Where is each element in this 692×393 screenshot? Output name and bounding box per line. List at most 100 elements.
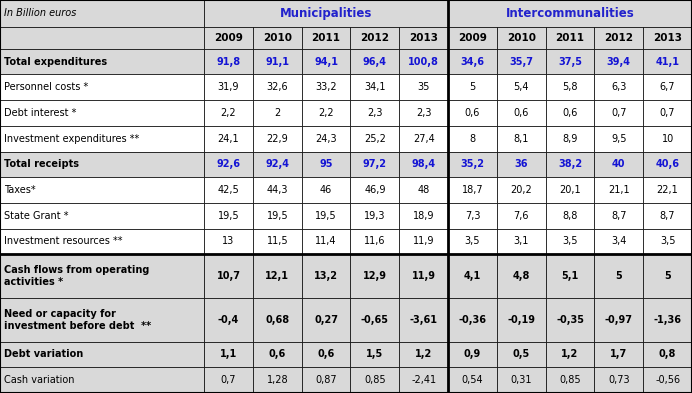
- Text: 92,6: 92,6: [217, 160, 241, 169]
- Text: 3,5: 3,5: [660, 237, 675, 246]
- Text: 0,68: 0,68: [265, 315, 289, 325]
- Text: 1,2: 1,2: [561, 349, 579, 360]
- Bar: [497, 27, 546, 49]
- Bar: [594, 254, 644, 298]
- Bar: [204, 298, 253, 342]
- Bar: [644, 75, 692, 100]
- Bar: [253, 49, 302, 75]
- Text: 35: 35: [417, 82, 430, 92]
- Bar: [204, 229, 253, 254]
- Text: 1,5: 1,5: [366, 349, 383, 360]
- Text: -0,65: -0,65: [361, 315, 389, 325]
- Text: 18,9: 18,9: [413, 211, 435, 221]
- Bar: [399, 126, 448, 152]
- Bar: [448, 0, 692, 27]
- Text: 91,8: 91,8: [217, 57, 241, 67]
- Bar: [302, 75, 351, 100]
- Text: 91,1: 91,1: [265, 57, 289, 67]
- Bar: [204, 152, 253, 177]
- Text: -0,19: -0,19: [507, 315, 535, 325]
- Bar: [546, 367, 594, 393]
- Bar: [0, 203, 204, 229]
- Text: 9,5: 9,5: [611, 134, 626, 144]
- Bar: [0, 177, 204, 203]
- Bar: [448, 342, 497, 367]
- Text: 34,1: 34,1: [364, 82, 385, 92]
- Text: 1,2: 1,2: [415, 349, 432, 360]
- Text: 3,5: 3,5: [465, 237, 480, 246]
- Bar: [351, 75, 399, 100]
- Bar: [399, 152, 448, 177]
- Bar: [448, 49, 497, 75]
- Text: 22,1: 22,1: [657, 185, 678, 195]
- Text: 2,2: 2,2: [221, 108, 237, 118]
- Text: 0,87: 0,87: [316, 375, 337, 385]
- Text: 25,2: 25,2: [364, 134, 386, 144]
- Text: 7,6: 7,6: [513, 211, 529, 221]
- Bar: [253, 126, 302, 152]
- Bar: [497, 203, 546, 229]
- Text: -0,35: -0,35: [556, 315, 584, 325]
- Text: 22,9: 22,9: [266, 134, 288, 144]
- Text: 8: 8: [469, 134, 475, 144]
- Text: 13,2: 13,2: [314, 271, 338, 281]
- Bar: [253, 27, 302, 49]
- Bar: [594, 49, 644, 75]
- Bar: [351, 27, 399, 49]
- Text: Total expenditures: Total expenditures: [4, 57, 107, 67]
- Bar: [204, 49, 253, 75]
- Text: 13: 13: [222, 237, 235, 246]
- Text: 18,7: 18,7: [462, 185, 483, 195]
- Bar: [546, 27, 594, 49]
- Text: 46,9: 46,9: [364, 185, 385, 195]
- Bar: [0, 49, 204, 75]
- Bar: [253, 75, 302, 100]
- Bar: [546, 126, 594, 152]
- Text: 40: 40: [612, 160, 626, 169]
- Bar: [594, 367, 644, 393]
- Text: 20,2: 20,2: [511, 185, 532, 195]
- Bar: [448, 254, 497, 298]
- Text: -0,56: -0,56: [655, 375, 680, 385]
- Text: Intercommunalities: Intercommunalities: [506, 7, 635, 20]
- Text: -0,97: -0,97: [605, 315, 632, 325]
- Text: 0,6: 0,6: [465, 108, 480, 118]
- Text: Debt interest *: Debt interest *: [4, 108, 76, 118]
- Text: 0,6: 0,6: [318, 349, 335, 360]
- Text: 8,7: 8,7: [611, 211, 626, 221]
- Bar: [253, 177, 302, 203]
- Text: State Grant *: State Grant *: [4, 211, 69, 221]
- Text: Personnel costs *: Personnel costs *: [4, 82, 89, 92]
- Bar: [0, 0, 204, 27]
- Bar: [644, 49, 692, 75]
- Bar: [497, 152, 546, 177]
- Text: 12,1: 12,1: [265, 271, 289, 281]
- Text: 32,6: 32,6: [266, 82, 288, 92]
- Text: 10: 10: [662, 134, 674, 144]
- Text: 21,1: 21,1: [608, 185, 630, 195]
- Text: 8,9: 8,9: [563, 134, 578, 144]
- Bar: [302, 342, 351, 367]
- Bar: [448, 126, 497, 152]
- Text: Cash flows from operating
activities *: Cash flows from operating activities *: [4, 265, 149, 287]
- Bar: [204, 126, 253, 152]
- Text: 2,3: 2,3: [416, 108, 431, 118]
- Text: Investment expenditures **: Investment expenditures **: [4, 134, 139, 144]
- Text: 12,9: 12,9: [363, 271, 387, 281]
- Bar: [204, 100, 253, 126]
- Text: 1,28: 1,28: [266, 375, 288, 385]
- Text: 2013: 2013: [653, 33, 682, 43]
- Bar: [302, 126, 351, 152]
- Bar: [497, 75, 546, 100]
- Bar: [594, 100, 644, 126]
- Bar: [546, 152, 594, 177]
- Bar: [351, 100, 399, 126]
- Bar: [644, 229, 692, 254]
- Bar: [448, 229, 497, 254]
- Text: 24,1: 24,1: [218, 134, 239, 144]
- Bar: [253, 367, 302, 393]
- Text: 98,4: 98,4: [412, 160, 436, 169]
- Text: 38,2: 38,2: [558, 160, 582, 169]
- Text: 46: 46: [320, 185, 332, 195]
- Bar: [546, 254, 594, 298]
